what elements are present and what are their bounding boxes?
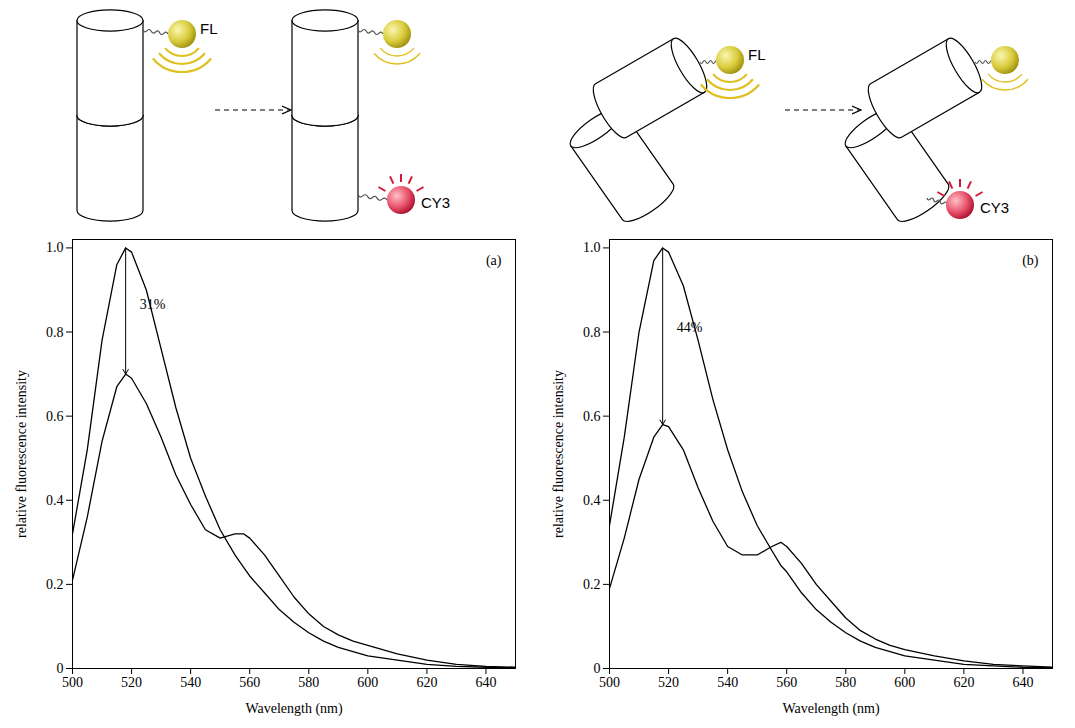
svg-text:0: 0 [57,661,64,676]
svg-text:600: 600 [357,675,378,690]
svg-text:540: 540 [180,675,201,690]
svg-text:31%: 31% [140,297,166,312]
svg-text:520: 520 [121,675,142,690]
svg-text:0.4: 0.4 [46,493,64,508]
svg-text:620: 620 [416,675,437,690]
svg-text:620: 620 [953,675,974,690]
svg-text:CY3: CY3 [421,194,450,211]
svg-text:0.4: 0.4 [583,493,601,508]
svg-text:1.0: 1.0 [583,240,601,255]
svg-text:560: 560 [776,675,797,690]
svg-text:580: 580 [298,675,319,690]
svg-text:Wavelength (nm): Wavelength (nm) [245,701,343,717]
svg-text:0.2: 0.2 [46,577,64,592]
svg-text:0.8: 0.8 [583,325,601,340]
svg-text:CY3: CY3 [980,199,1009,216]
svg-text:560: 560 [239,675,260,690]
svg-text:0: 0 [594,661,601,676]
svg-text:540: 540 [717,675,738,690]
svg-text:FL: FL [748,46,766,63]
svg-text:640: 640 [475,675,496,690]
svg-text:500: 500 [599,675,620,690]
svg-text:0.8: 0.8 [46,325,64,340]
svg-text:500: 500 [62,675,83,690]
svg-text:580: 580 [835,675,856,690]
svg-text:(a): (a) [486,253,502,269]
svg-text:0.6: 0.6 [46,409,64,424]
svg-text:Wavelength (nm): Wavelength (nm) [782,701,880,717]
svg-text:44%: 44% [677,320,703,335]
svg-text:640: 640 [1012,675,1033,690]
svg-text:0.6: 0.6 [583,409,601,424]
svg-text:0.2: 0.2 [583,577,601,592]
svg-text:relative fluorescence intensit: relative fluorescence intensity [14,370,29,538]
svg-text:600: 600 [894,675,915,690]
svg-text:520: 520 [658,675,679,690]
svg-text:relative fluorescence intensit: relative fluorescence intensity [551,370,566,538]
svg-text:1.0: 1.0 [46,240,64,255]
svg-text:(b): (b) [1022,253,1039,269]
svg-text:FL: FL [200,20,218,37]
